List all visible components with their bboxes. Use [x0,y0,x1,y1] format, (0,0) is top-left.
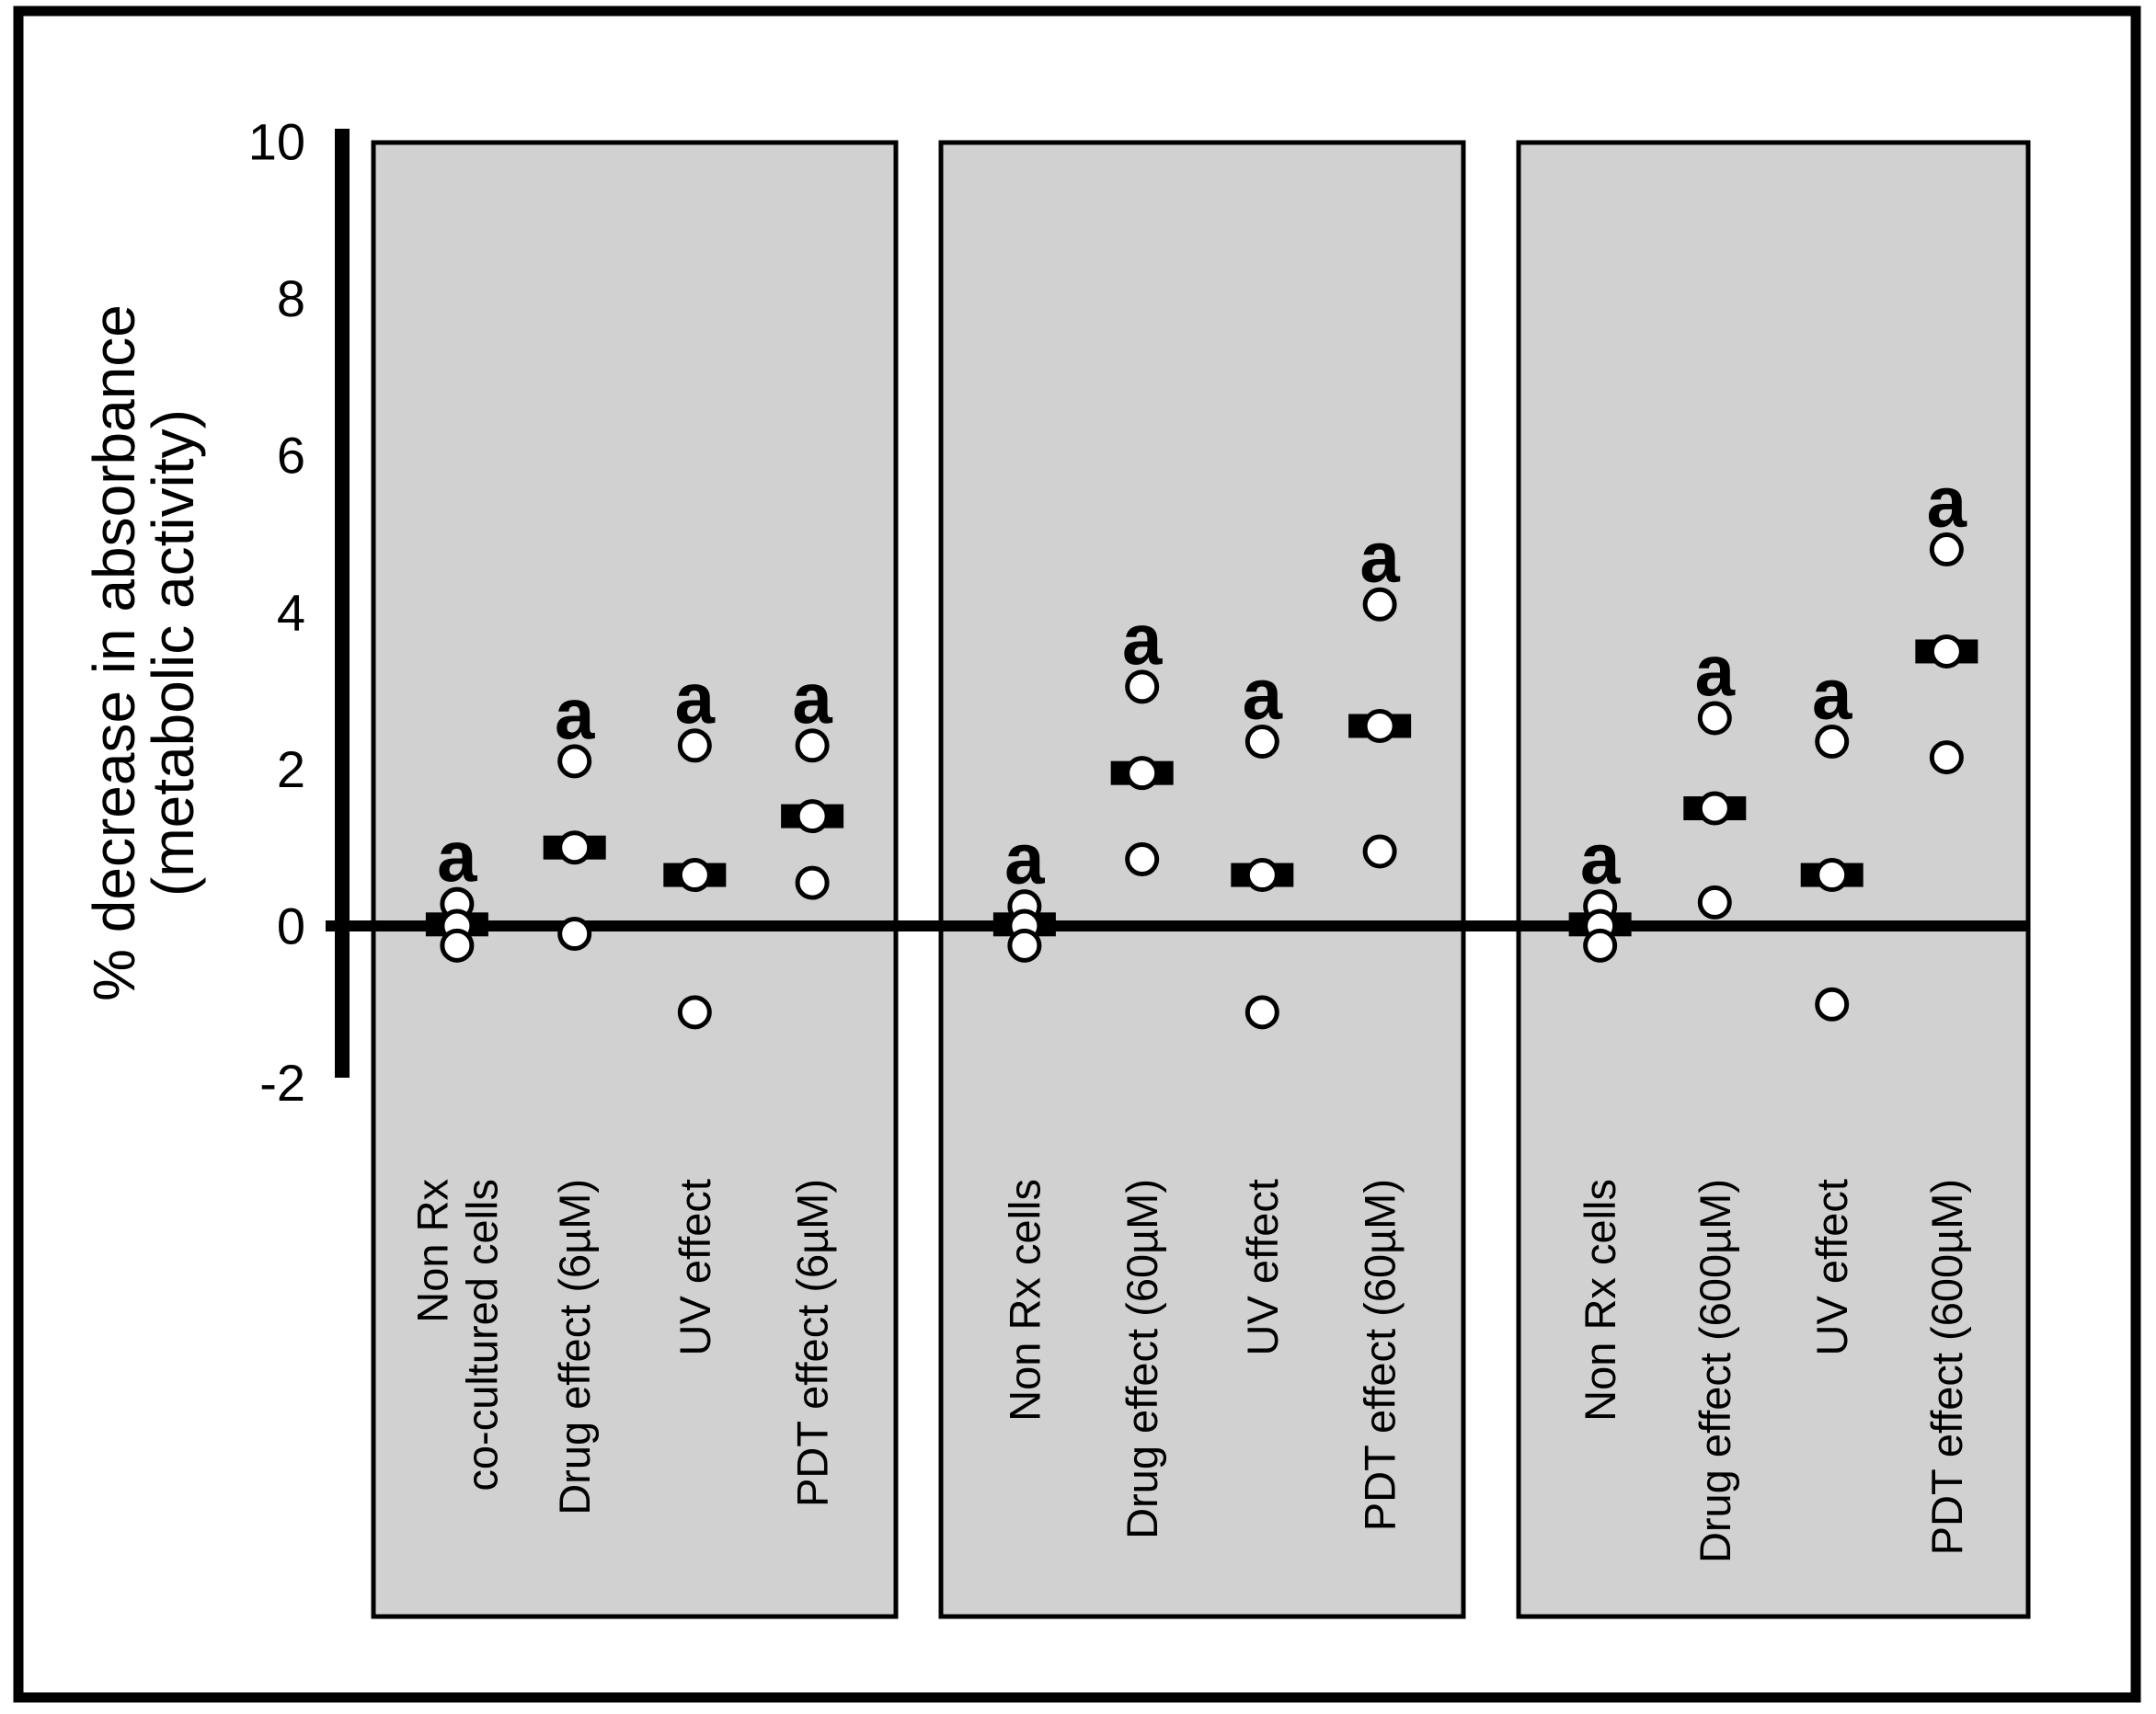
y-axis-title: (metabolic activity) [140,409,206,897]
y-tick-label: 0 [277,897,305,955]
data-point [1697,701,1732,736]
data-point [1244,858,1279,893]
significance-label: a [437,816,477,897]
data-point [557,744,592,779]
category-label: PDT effect (6µM) [788,1179,837,1507]
significance-label: a [675,657,716,738]
y-tick-label: 10 [248,113,305,171]
data-point [795,865,830,900]
data-point [1697,791,1732,826]
category-label: PDT effect (60µM) [1356,1179,1405,1531]
data-point [1362,587,1397,622]
significance-label: a [1927,462,1967,543]
significance-label: a [1695,630,1736,711]
data-point [795,728,830,763]
data-point [1007,928,1042,963]
y-tick-label: 6 [277,427,305,485]
category-label: PDT effect (600µM) [1922,1179,1971,1555]
significance-label: a [1122,599,1163,680]
y-tick-label: 4 [277,583,305,641]
y-tick-label: 2 [277,740,305,798]
significance-label: a [792,657,832,738]
significance-label: a [1359,516,1400,597]
data-point [1815,987,1850,1022]
data-point [1815,725,1850,760]
panel-background-3 [1516,140,2031,1619]
data-point [1362,834,1397,869]
data-point [557,917,592,952]
y-axis-title: % decrease in absorbance [81,304,147,1001]
category-label: Drug effect (600µM) [1691,1179,1739,1563]
data-point [1697,885,1732,920]
y-tick-label: 8 [277,269,305,327]
data-point [1244,995,1279,1030]
data-point [1125,756,1160,791]
significance-label: a [1004,818,1045,899]
data-point [1929,532,1964,567]
y-axis-line [335,129,350,1078]
category-label: Non Rx cells [1576,1179,1624,1422]
category-label: UV effect [1807,1179,1856,1355]
data-point [795,799,830,834]
data-point [677,858,712,893]
figure-frame [13,6,2141,1703]
category-label: co-cultured cells [457,1179,506,1491]
data-point [1583,928,1618,963]
data-point [1125,669,1160,704]
category-label: Non Rx [407,1179,456,1323]
data-point [1362,708,1397,743]
data-point [1929,634,1964,668]
significance-label: a [555,673,595,754]
category-label: Drug effect (60µM) [1118,1179,1166,1539]
category-label: UV effect [671,1179,719,1355]
panel-background-2 [938,140,1466,1619]
data-point [440,928,475,963]
data-point [1125,841,1160,876]
data-point [557,830,592,865]
data-point [1815,858,1850,893]
category-label: UV effect [1238,1179,1287,1355]
significance-label: a [1812,654,1852,735]
data-point [677,995,712,1030]
data-point [1244,725,1279,760]
significance-label: a [1243,654,1283,735]
data-point [1929,740,1964,775]
significance-label: a [1580,818,1621,899]
category-label: Non Rx cells [1000,1179,1049,1422]
data-point [677,728,712,763]
category-label: Drug effect (6µM) [550,1179,599,1515]
y-tick-label: -2 [259,1054,305,1112]
